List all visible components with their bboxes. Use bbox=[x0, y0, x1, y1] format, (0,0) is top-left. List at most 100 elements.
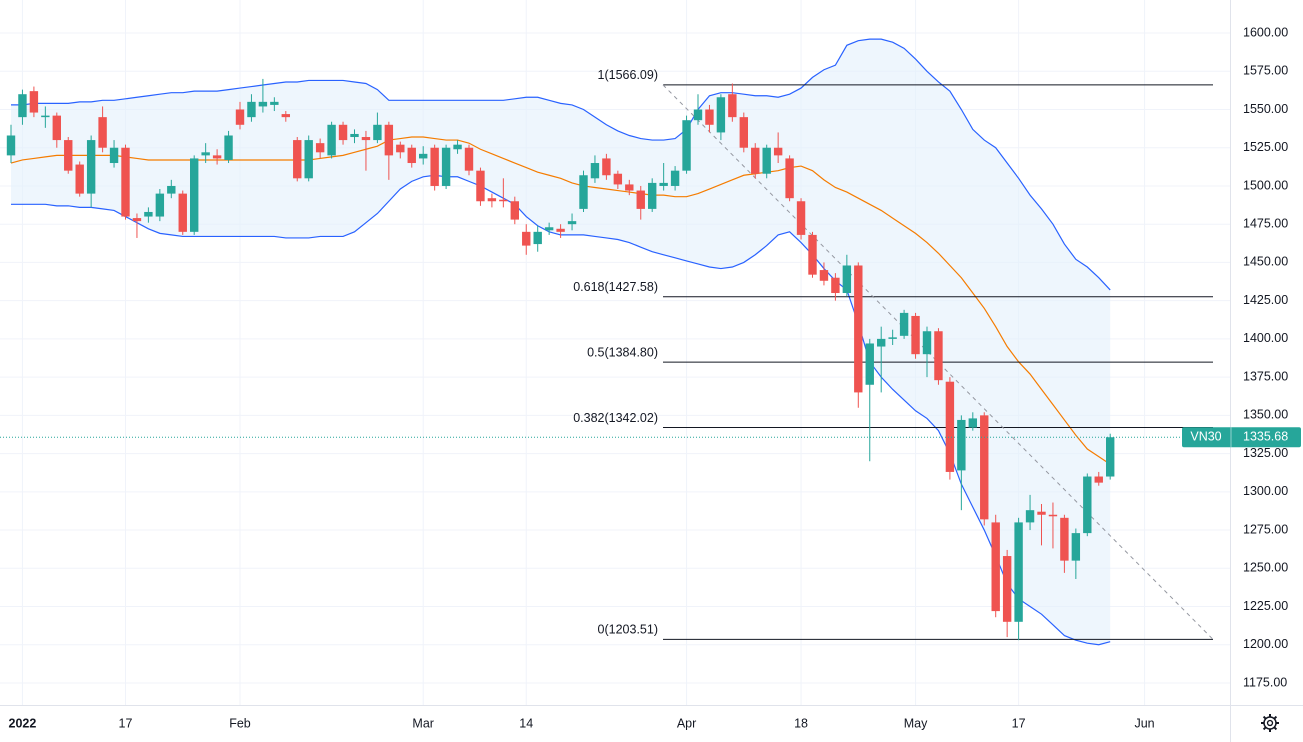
y-tick-label: 1250.00 bbox=[1243, 561, 1288, 575]
candle-body bbox=[1025, 510, 1035, 523]
candle-body bbox=[762, 147, 771, 174]
candle-body bbox=[556, 228, 565, 232]
candle-body bbox=[533, 231, 542, 245]
settings-icon[interactable] bbox=[1261, 714, 1279, 732]
fib-label: 1(1566.09) bbox=[598, 68, 658, 82]
candle-body bbox=[52, 115, 61, 141]
candle-body bbox=[739, 117, 748, 148]
candle-body bbox=[773, 147, 783, 156]
candle-body bbox=[682, 120, 691, 171]
candle-body bbox=[247, 101, 256, 118]
candle-body bbox=[361, 137, 371, 141]
candle-body bbox=[796, 201, 806, 235]
price-badge bbox=[1182, 427, 1301, 448]
candle-body bbox=[190, 158, 199, 232]
candle-body bbox=[419, 153, 428, 159]
candle-body bbox=[1106, 437, 1115, 477]
y-tick-label: 1200.00 bbox=[1243, 637, 1288, 651]
candle-body bbox=[86, 140, 96, 194]
candle-body bbox=[648, 182, 657, 209]
candle-body bbox=[373, 124, 382, 141]
y-tick-label: 1300.00 bbox=[1243, 484, 1288, 498]
candle-body bbox=[705, 109, 714, 125]
fib-trend-line bbox=[662, 84, 1214, 640]
candle-body bbox=[567, 221, 577, 225]
candle-body bbox=[293, 140, 302, 179]
y-tick-label: 1525.00 bbox=[1243, 140, 1288, 154]
y-tick-label: 1600.00 bbox=[1243, 25, 1288, 39]
y-tick-label: 1450.00 bbox=[1243, 255, 1288, 269]
candle-body bbox=[831, 277, 840, 294]
candle-body bbox=[270, 101, 279, 105]
candle-body bbox=[590, 163, 600, 179]
candle-body bbox=[625, 184, 634, 191]
y-tick-label: 1400.00 bbox=[1243, 331, 1288, 345]
candle-body bbox=[6, 135, 16, 156]
candle-body bbox=[212, 155, 222, 159]
y-tick-label: 1475.00 bbox=[1243, 216, 1288, 230]
candle-body bbox=[155, 193, 165, 217]
candle-body bbox=[785, 158, 794, 199]
candle-body bbox=[29, 91, 39, 113]
candle-body bbox=[64, 140, 73, 171]
candle-body bbox=[991, 522, 1000, 612]
candle-body bbox=[1094, 476, 1103, 483]
candle-body bbox=[808, 234, 817, 275]
upper-band bbox=[11, 38, 1111, 291]
y-tick-label: 1325.00 bbox=[1243, 446, 1288, 460]
candle-body bbox=[144, 211, 153, 217]
y-tick-label: 1350.00 bbox=[1243, 408, 1288, 422]
gear-teeth[interactable] bbox=[1261, 714, 1279, 732]
x-tick-label: 2022 bbox=[9, 716, 37, 730]
candle-body bbox=[980, 415, 989, 520]
candle-body bbox=[121, 147, 130, 217]
candle-body bbox=[476, 170, 485, 202]
candle-body bbox=[957, 419, 966, 471]
candle-body bbox=[716, 97, 726, 133]
candle-body bbox=[281, 114, 290, 118]
candle-body bbox=[499, 199, 508, 202]
y-tick-label: 1425.00 bbox=[1243, 293, 1288, 307]
candle-body bbox=[1083, 476, 1092, 534]
x-tick-label: 17 bbox=[1012, 716, 1026, 730]
candle-body bbox=[819, 270, 829, 281]
y-tick-label: 1375.00 bbox=[1243, 369, 1288, 383]
candle-body bbox=[1014, 522, 1023, 622]
candle-body bbox=[327, 124, 336, 156]
y-tick-label: 1550.00 bbox=[1243, 102, 1288, 116]
candle-body bbox=[396, 144, 405, 153]
candle-body bbox=[922, 331, 932, 355]
candle-body bbox=[441, 147, 451, 186]
candle-body bbox=[98, 117, 107, 148]
fib-label: 0(1203.51) bbox=[598, 623, 658, 637]
candle-body bbox=[235, 109, 245, 125]
fib-label: 0.5(1384.80) bbox=[587, 345, 658, 359]
fib-label: 0.382(1342.02) bbox=[573, 411, 658, 425]
candle-body bbox=[384, 124, 394, 156]
candle-body bbox=[350, 133, 359, 138]
y-tick-label: 1500.00 bbox=[1243, 178, 1288, 192]
x-tick-label: Jun bbox=[1134, 716, 1154, 730]
x-tick-label: Feb bbox=[229, 716, 251, 730]
symbol-label: VN30 bbox=[1190, 430, 1221, 444]
candle-body bbox=[1002, 556, 1012, 622]
candle-body bbox=[1048, 514, 1058, 517]
candle-body bbox=[968, 418, 977, 428]
candle-body bbox=[854, 265, 863, 393]
band-fill bbox=[11, 39, 1111, 645]
gear-hub[interactable] bbox=[1266, 719, 1274, 727]
candle-body bbox=[602, 158, 611, 176]
candle-body bbox=[522, 231, 531, 246]
plot: 1(1566.09) 0.618(1427.58) 0.5(1384.80) 0.38… bbox=[0, 38, 1230, 646]
x-tick-label: May bbox=[904, 716, 928, 730]
candle-body bbox=[544, 227, 554, 231]
candle-body bbox=[865, 343, 874, 385]
candle-body bbox=[888, 337, 897, 339]
candle-body bbox=[659, 182, 668, 186]
candle-body bbox=[75, 164, 84, 194]
candle-body bbox=[751, 147, 760, 174]
candle-body bbox=[201, 152, 210, 156]
candle-body bbox=[487, 198, 497, 202]
candle-body bbox=[407, 147, 416, 164]
candle-body bbox=[579, 175, 588, 209]
